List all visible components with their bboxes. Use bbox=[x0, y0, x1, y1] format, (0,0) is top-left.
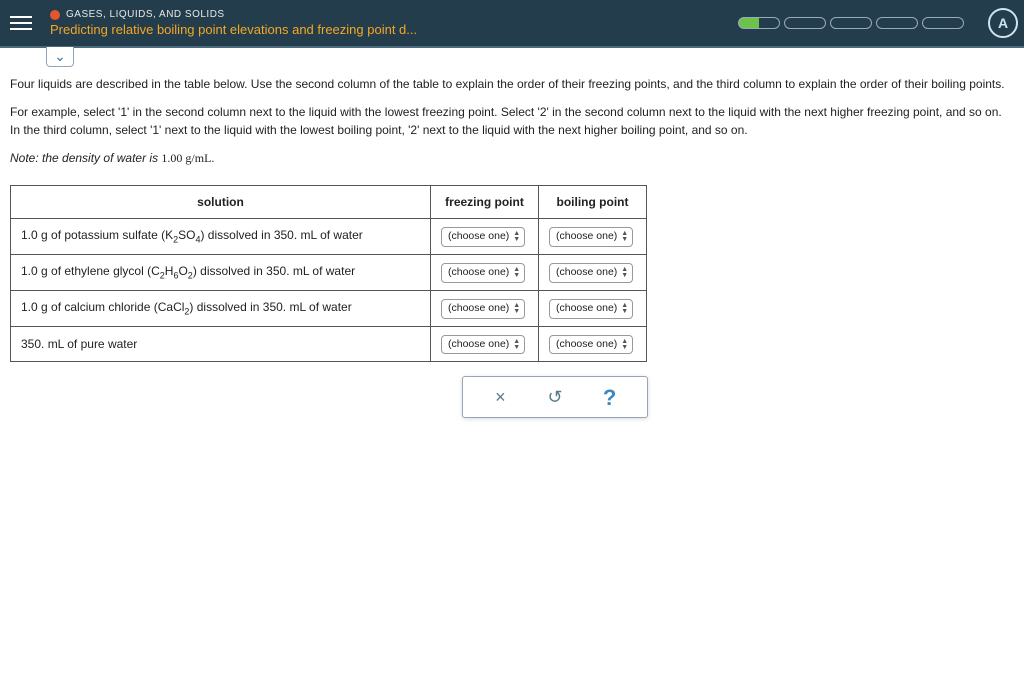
header-divider bbox=[0, 46, 1024, 48]
freezing-select[interactable]: (choose one) ▲▼ bbox=[441, 335, 525, 355]
instruction-paragraph-1: Four liquids are described in the table … bbox=[10, 75, 1014, 93]
boiling-cell: (choose one) ▲▼ bbox=[539, 219, 647, 255]
select-placeholder: (choose one) bbox=[556, 265, 617, 281]
col-header-solution: solution bbox=[11, 186, 431, 219]
topic-label: GASES, LIQUIDS, AND SOLIDS bbox=[66, 9, 225, 20]
updown-icon: ▲▼ bbox=[621, 267, 628, 279]
updown-icon: ▲▼ bbox=[513, 339, 520, 351]
boiling-select[interactable]: (choose one) ▲▼ bbox=[549, 335, 633, 355]
solution-cell: 1.0 g of ethylene glycol (C2H6O2) dissol… bbox=[11, 254, 431, 290]
freezing-cell: (choose one) ▲▼ bbox=[431, 254, 539, 290]
progress-pill bbox=[738, 17, 780, 29]
table-row: 350. mL of pure water(choose one)▲▼(choo… bbox=[11, 326, 647, 362]
solutions-table: solution freezing point boiling point 1.… bbox=[10, 185, 647, 362]
boiling-select[interactable]: (choose one) ▲▼ bbox=[549, 263, 633, 283]
updown-icon: ▲▼ bbox=[621, 303, 628, 315]
table-row: 1.0 g of calcium chloride (CaCl2) dissol… bbox=[11, 290, 647, 326]
progress-indicator bbox=[738, 17, 964, 29]
reset-button[interactable]: ↺ bbox=[541, 385, 569, 409]
freezing-cell: (choose one) ▲▼ bbox=[431, 219, 539, 255]
top-bar: GASES, LIQUIDS, AND SOLIDS Predicting re… bbox=[0, 0, 1024, 46]
topic-block: GASES, LIQUIDS, AND SOLIDS Predicting re… bbox=[50, 9, 417, 37]
table-row: 1.0 g of ethylene glycol (C2H6O2) dissol… bbox=[11, 254, 647, 290]
freezing-cell: (choose one) ▲▼ bbox=[431, 326, 539, 362]
progress-pill bbox=[922, 17, 964, 29]
chevron-down-icon: ⌄ bbox=[54, 48, 66, 65]
answer-toolbox: × ↺ ? bbox=[462, 376, 648, 418]
hamburger-menu-icon[interactable] bbox=[10, 12, 32, 34]
topic-dot-icon bbox=[50, 10, 60, 20]
select-placeholder: (choose one) bbox=[448, 265, 509, 281]
updown-icon: ▲▼ bbox=[621, 339, 628, 351]
col-header-freezing: freezing point bbox=[431, 186, 539, 219]
help-icon: ? bbox=[603, 381, 616, 414]
select-placeholder: (choose one) bbox=[448, 337, 509, 353]
instruction-paragraph-2: For example, select '1' in the second co… bbox=[10, 103, 1014, 139]
reset-icon: ↺ bbox=[547, 384, 562, 411]
updown-icon: ▲▼ bbox=[513, 303, 520, 315]
updown-icon: ▲▼ bbox=[621, 231, 628, 243]
solution-cell: 1.0 g of calcium chloride (CaCl2) dissol… bbox=[11, 290, 431, 326]
freezing-select[interactable]: (choose one) ▲▼ bbox=[441, 299, 525, 319]
table-row: 1.0 g of potassium sulfate (K2SO4) disso… bbox=[11, 219, 647, 255]
updown-icon: ▲▼ bbox=[513, 231, 520, 243]
account-avatar[interactable]: A bbox=[988, 8, 1018, 38]
boiling-cell: (choose one) ▲▼ bbox=[539, 290, 647, 326]
note-text: the density of water is bbox=[39, 151, 162, 165]
boiling-cell: (choose one) ▲▼ bbox=[539, 326, 647, 362]
select-placeholder: (choose one) bbox=[556, 301, 617, 317]
progress-pill bbox=[830, 17, 872, 29]
clear-button[interactable]: × bbox=[486, 385, 514, 409]
boiling-select[interactable]: (choose one) ▲▼ bbox=[549, 227, 633, 247]
expand-toggle[interactable]: ⌄ bbox=[46, 47, 74, 67]
freezing-cell: (choose one) ▲▼ bbox=[431, 290, 539, 326]
note-prefix: Note: bbox=[10, 151, 39, 165]
select-placeholder: (choose one) bbox=[448, 229, 509, 245]
solution-cell: 1.0 g of potassium sulfate (K2SO4) disso… bbox=[11, 219, 431, 255]
select-placeholder: (choose one) bbox=[556, 337, 617, 353]
updown-icon: ▲▼ bbox=[513, 267, 520, 279]
solution-cell: 350. mL of pure water bbox=[11, 326, 431, 362]
freezing-select[interactable]: (choose one) ▲▼ bbox=[441, 263, 525, 283]
select-placeholder: (choose one) bbox=[556, 229, 617, 245]
help-button[interactable]: ? bbox=[596, 385, 624, 409]
select-placeholder: (choose one) bbox=[448, 301, 509, 317]
note-value: 1.00 g/mL. bbox=[161, 151, 214, 165]
boiling-select[interactable]: (choose one) ▲▼ bbox=[549, 299, 633, 319]
page-subtitle: Predicting relative boiling point elevat… bbox=[50, 22, 417, 37]
col-header-boiling: boiling point bbox=[539, 186, 647, 219]
content-area: Four liquids are described in the table … bbox=[0, 67, 1024, 428]
progress-pill bbox=[784, 17, 826, 29]
note-line: Note: the density of water is 1.00 g/mL. bbox=[10, 149, 1014, 167]
freezing-select[interactable]: (choose one) ▲▼ bbox=[441, 227, 525, 247]
boiling-cell: (choose one) ▲▼ bbox=[539, 254, 647, 290]
close-icon: × bbox=[495, 384, 506, 411]
progress-pill bbox=[876, 17, 918, 29]
